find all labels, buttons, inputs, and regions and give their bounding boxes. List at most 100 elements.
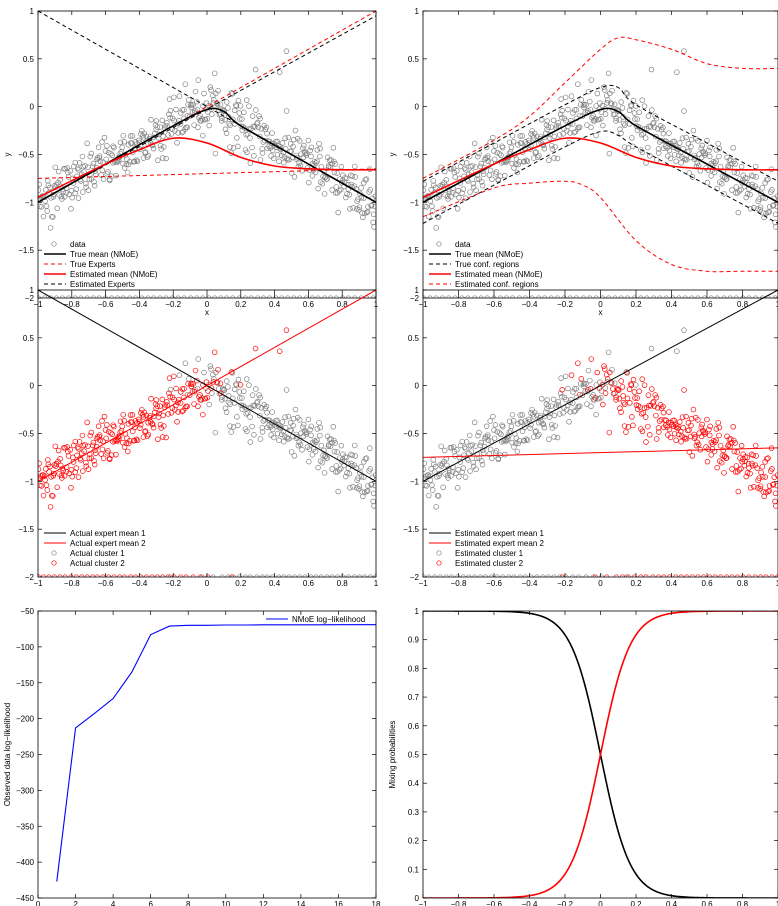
data-point [330,145,337,151]
cluster2-point [72,469,78,475]
cluster2-point [76,439,83,445]
data-point [244,149,250,156]
cluster2-point [753,453,759,459]
data-point [252,66,259,73]
cluster2-point [150,424,157,431]
cluster1-point [454,447,460,453]
x-tick-label: −1 [418,579,428,588]
y-tick-label: 0.7 [408,693,420,702]
legend-label: True mean (NMoE) [455,250,524,259]
data-point [217,101,224,108]
cluster2-point [619,384,626,390]
data-point [307,147,313,154]
cluster2-point [601,366,608,372]
data-point [351,183,358,189]
cluster2-point [635,402,642,409]
cluster1-point [356,486,362,492]
cluster1-point [428,466,434,472]
cluster1-point [296,417,303,423]
cluster1-point [533,428,539,434]
cluster1-point [220,385,226,392]
data-point [121,165,128,171]
cluster1-point [571,408,577,415]
data-point [332,161,338,167]
cluster1-point [311,437,318,444]
data-point [125,161,132,168]
cluster1-point [251,432,257,438]
cluster2-point [50,493,56,499]
cluster2-point [58,462,64,469]
data-point [679,154,685,160]
x-tick-label: 0.6 [701,900,713,906]
data-point [363,176,370,182]
data-point [82,163,88,169]
cluster2-point [179,386,186,392]
cluster2-point [68,485,74,491]
data-point [676,152,682,159]
cluster2-point [651,403,658,409]
cluster2-point [608,380,615,386]
data-point [463,160,470,166]
data-point [496,151,503,157]
data-point [616,117,623,123]
cluster1-point [240,402,246,409]
cluster1-point [220,386,227,393]
data-point [49,213,55,220]
cluster2-point [628,382,635,388]
cluster1-point [461,444,468,451]
data-point [487,139,493,145]
cluster1-point [222,405,229,412]
data-point [585,108,591,114]
data-point [162,123,168,129]
plot-area [423,611,778,898]
data-point [144,154,151,160]
data-point [676,140,683,146]
data-point [316,140,322,147]
cluster1-point [562,373,569,380]
cluster1-point [303,429,310,436]
y-tick-label: −0.5 [403,430,419,439]
cluster2-point [599,381,606,388]
data-point [554,155,561,162]
cluster1-point [312,448,319,455]
x-tick-label: −0.6 [486,300,502,309]
cluster2-point [667,434,674,441]
data-point [222,126,229,132]
data-point [653,133,659,140]
cluster2-point [756,475,762,481]
data-point [774,203,778,210]
data-point [179,129,185,136]
cluster1-point [334,449,340,455]
data-point [629,135,635,141]
x-tick-label: 0.8 [337,300,349,309]
data-point [641,103,648,109]
data-point [276,69,283,75]
cluster2-point [73,465,80,471]
data-point [477,163,484,170]
data-point [335,209,341,216]
data-point [312,169,319,176]
x-tick-label: 0.6 [303,300,315,309]
cluster2-point [105,448,111,454]
cluster2-point [594,369,601,376]
cluster2-point [686,427,692,433]
cluster1-point [219,394,225,400]
cluster2-point [650,400,656,406]
data-point [733,184,740,190]
cluster1-point [471,419,478,426]
cluster2-point [165,411,171,417]
cluster1-point [278,431,285,438]
data-point [471,140,478,147]
data-point [324,176,330,182]
data-point [160,155,166,161]
data-point [502,172,508,179]
cluster1-point [343,454,350,461]
data-point [214,101,221,107]
data-point [256,133,263,140]
x-tick-label: 10 [221,900,230,906]
data-point [479,179,485,185]
cluster2-point [692,433,698,440]
data-point [765,176,771,182]
